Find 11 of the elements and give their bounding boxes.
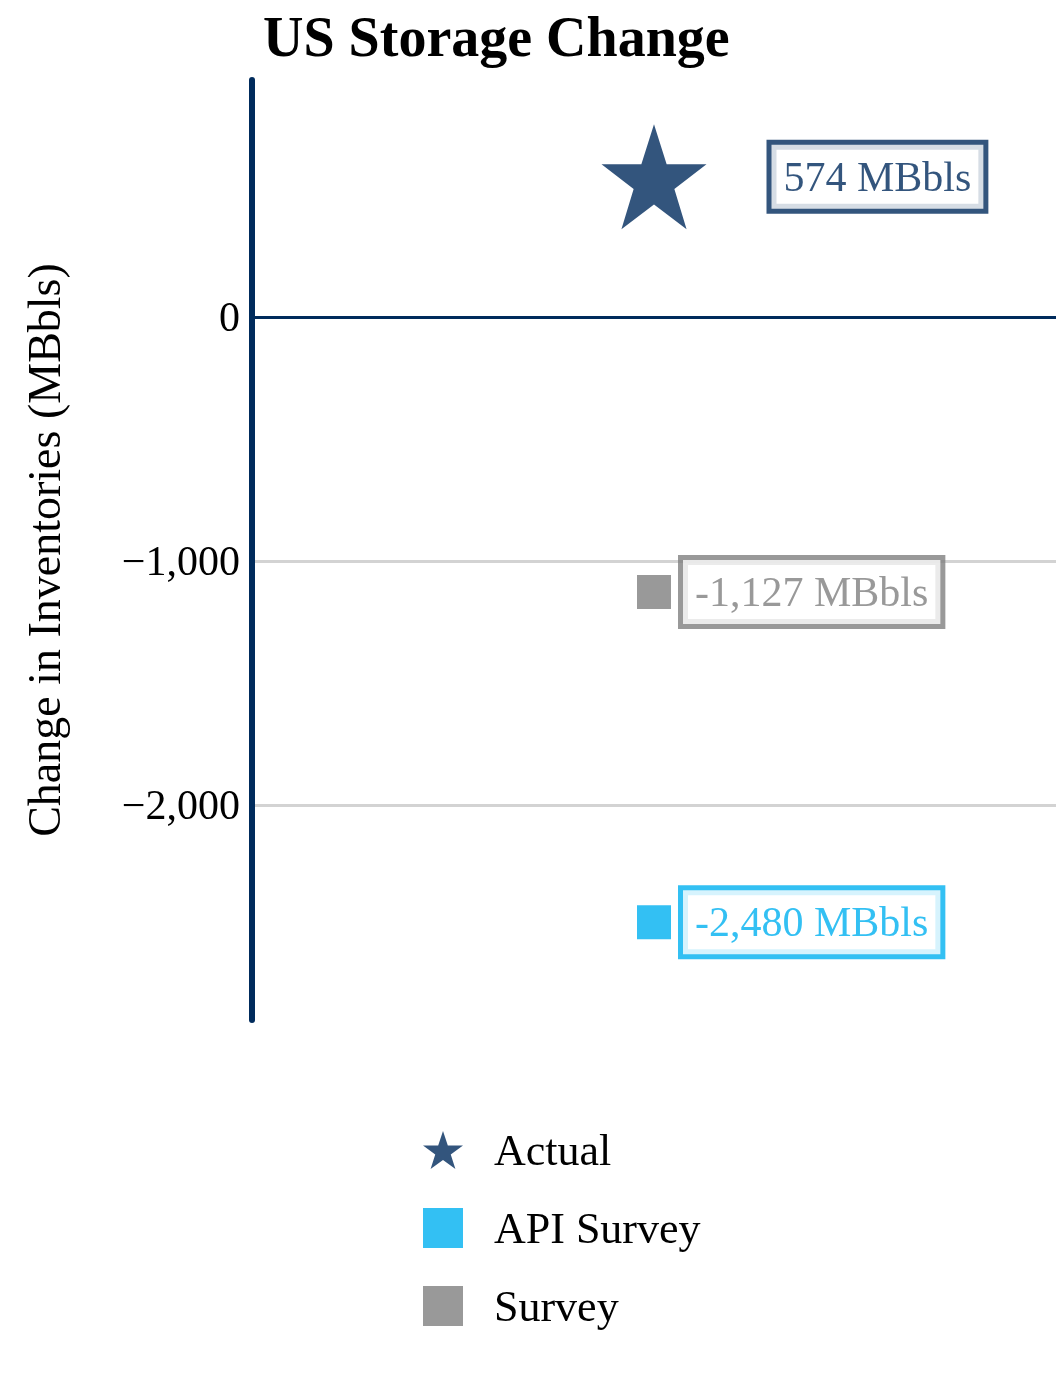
data-label: 574 MBbls (783, 153, 972, 200)
legend-label: API Survey (494, 1203, 701, 1253)
legend-label: Survey (494, 1281, 619, 1331)
y-tick-label: 0 (219, 293, 240, 340)
y-tick-label: −1,000 (121, 537, 240, 584)
data-label: -1,127 MBbls (695, 568, 929, 615)
data-label: -2,480 MBbls (695, 899, 929, 946)
y-tick-label: −2,000 (121, 782, 240, 829)
legend-label: Actual (494, 1125, 612, 1175)
chart-title: US Storage Change (263, 6, 730, 68)
y-axis-title: Change in Inventories (MBbls) (18, 263, 70, 837)
